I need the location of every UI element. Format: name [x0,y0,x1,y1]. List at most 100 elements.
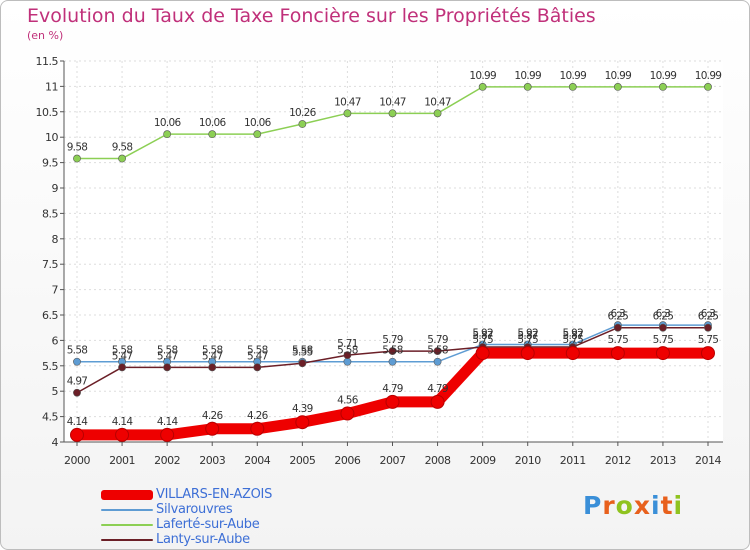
legend-item: Laferté-sur-Aube [101,517,272,532]
x-tick-label: 2008 [425,454,451,467]
data-label: 6.25 [698,311,719,323]
logo-letter: i [673,491,684,520]
data-label: 5.47 [202,350,223,362]
data-point [388,347,397,355]
data-label: 6.25 [608,311,629,323]
logo-letter: r [602,491,616,520]
data-point [613,323,622,332]
x-tick-label: 2014 [695,454,721,467]
data-point [388,357,397,366]
data-point [659,83,667,91]
legend-item: Lanty-sur-Aube [101,532,272,547]
data-label: 4.26 [247,410,269,422]
data-point [613,83,622,91]
legend-swatch [101,538,153,541]
x-tick-label: 2002 [154,454,180,467]
data-label: 5.79 [382,334,403,346]
x-tick-label: 2011 [560,454,586,467]
data-label: 10.06 [199,117,227,129]
data-label: 5.58 [382,345,403,357]
legend-label: Silvarouvres [156,502,233,517]
data-point [565,346,580,361]
data-point [343,109,352,118]
x-tick-label: 2004 [244,454,270,467]
data-label: 10.26 [289,107,317,119]
data-label: 5.87 [562,330,583,342]
logo-letter: x [633,491,651,520]
data-point [523,83,532,91]
data-point [340,406,355,421]
y-tick-label: 5 [52,385,59,398]
y-tick-label: 7.5 [42,258,58,271]
x-tick-label: 2007 [380,454,406,467]
data-label: 10.99 [695,70,722,82]
y-tick-label: 7 [52,284,59,297]
data-point [385,394,400,409]
data-point [250,421,265,436]
data-label: 5.47 [157,350,178,362]
data-point [433,347,442,355]
data-point [478,83,487,91]
axes: 4 4.5 5 5.5 6 6.5 7 7.5 8 8.5 9 9.5 10 10.5 11 11.5 2000… [36,55,723,467]
x-tick-label: 2012 [605,454,631,467]
data-point [343,357,352,366]
legend-item: Silvarouvres [101,502,272,517]
logo-letter: P [583,491,603,520]
y-tick-label: 6.5 [42,309,58,322]
data-label: 4.79 [427,383,448,395]
data-label: 10.06 [154,117,182,129]
data-point [388,109,397,118]
data-point [704,323,712,332]
series-villars-en-azois [70,346,715,442]
y-tick-label: 9 [52,182,59,195]
x-tick-label: 2006 [334,454,360,467]
legend-label: Laferté-sur-Aube [156,517,260,532]
data-point [70,427,84,442]
y-tick-label: 6 [52,334,59,347]
data-point [115,427,130,442]
x-tick-label: 2010 [515,454,541,467]
data-label: 5.58 [292,345,313,357]
data-label: 9.58 [67,142,88,154]
y-tick-label: 5.5 [42,360,58,373]
data-point [253,363,262,372]
data-point [610,346,625,361]
data-label: 10.06 [244,117,272,129]
data-label: 4.14 [67,416,89,428]
data-label: 5.92 [472,327,493,339]
logo-letter: t [660,491,674,520]
data-point [568,83,577,91]
data-label: 5.47 [247,350,268,362]
legend: VILLARS-EN-AZOIS Silvarouvres Laferté-sur-… [101,487,272,547]
data-label: 10.47 [379,96,406,108]
logo-letter: i [651,491,661,520]
data-label: 10.47 [334,96,361,108]
data-point [253,130,262,139]
series-lafert-sur-aube [73,83,712,163]
y-tick-label: 9.5 [42,157,58,170]
data-label: 4.26 [202,410,224,422]
data-label: 5.75 [608,334,629,346]
x-tick-label: 2003 [199,454,225,467]
data-label: 9.58 [112,142,133,154]
data-point [205,421,220,436]
data-label: 5.71 [337,338,358,350]
series [70,83,715,442]
data-point [163,363,172,372]
data-point [701,346,715,361]
data-label: 4.56 [337,395,359,407]
data-label: 5.79 [427,334,448,346]
data-label: 5.58 [247,345,268,357]
data-label: 4.14 [157,416,179,428]
data-label: 10.99 [605,70,632,82]
data-point [433,109,442,118]
legend-label: VILLARS-EN-AZOIS [156,487,273,502]
data-label: 10.99 [650,70,677,82]
data-label: 5.58 [157,345,178,357]
data-point [73,154,81,163]
data-label: 5.75 [517,334,538,346]
data-label: 5.58 [202,345,223,357]
data-label: 6.3 [611,308,626,320]
